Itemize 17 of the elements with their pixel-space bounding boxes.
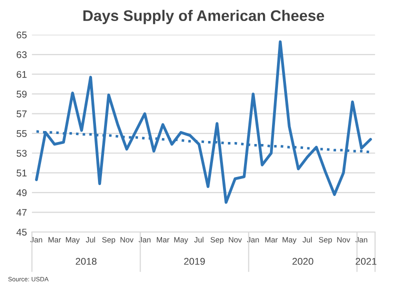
y-tick-label: 57 (16, 110, 27, 118)
y-tick-label: 59 (16, 90, 27, 98)
line-series (35, 40, 372, 204)
y-tick-label: 49 (16, 189, 27, 196)
y-tick-label: 63 (16, 51, 27, 58)
text: 2018 (76, 258, 96, 265)
y-tick-label: 53 (16, 150, 27, 157)
y-tick-label: 45 (16, 228, 27, 236)
text: 2019 (184, 258, 205, 265)
chart-title: Days Supply of American Cheese (83, 10, 324, 24)
text: 2021 (356, 258, 376, 265)
text: 2020 (292, 258, 314, 265)
y-tick-label: 51 (16, 170, 27, 176)
y-tick-label: 47 (16, 209, 27, 216)
y-tick-label: 61 (16, 70, 27, 78)
y-tick-label: 55 (16, 130, 27, 138)
y-tick-label: 65 (16, 32, 27, 38)
